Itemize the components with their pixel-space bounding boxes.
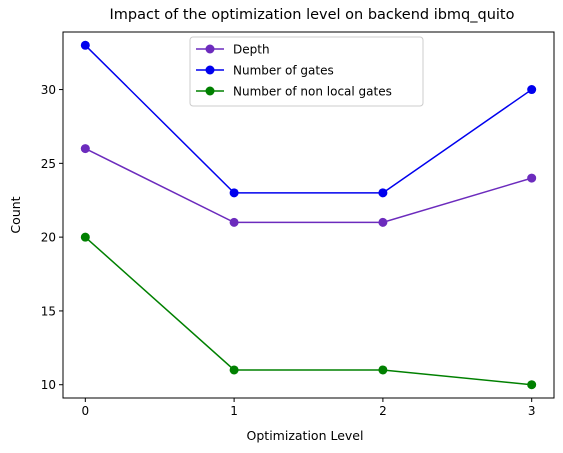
- data-point: [378, 217, 388, 227]
- chart-title: Impact of the optimization level on back…: [110, 7, 515, 23]
- data-point: [229, 188, 239, 198]
- data-point: [527, 380, 537, 390]
- y-tick-label: 30: [41, 83, 56, 97]
- x-axis: 0 1 2 3: [81, 398, 536, 418]
- x-tick-label: 0: [81, 404, 89, 418]
- x-tick-label: 1: [230, 404, 238, 418]
- legend-label: Depth: [233, 43, 270, 57]
- y-tick-label: 15: [41, 304, 56, 318]
- legend-label: Number of gates: [233, 64, 334, 78]
- legend-marker: [205, 44, 215, 54]
- legend-marker: [205, 86, 215, 96]
- y-axis: 10 15 20 25 30: [41, 83, 63, 392]
- data-point: [80, 144, 90, 154]
- y-tick-label: 10: [41, 378, 56, 392]
- data-point: [378, 365, 388, 375]
- y-tick-label: 25: [41, 157, 56, 171]
- plot-content: [80, 40, 537, 390]
- series-line: [84, 44, 533, 194]
- x-tick-label: 3: [528, 404, 536, 418]
- data-point: [80, 232, 90, 242]
- x-tick-label: 2: [379, 404, 387, 418]
- data-point: [229, 365, 239, 375]
- data-point: [80, 40, 90, 50]
- y-tick-label: 20: [41, 231, 56, 245]
- legend-box: [189, 36, 424, 107]
- data-point: [527, 173, 537, 183]
- y-axis-label: Count: [8, 196, 23, 233]
- data-point: [527, 85, 537, 95]
- data-point: [378, 188, 388, 198]
- legend-marker: [205, 65, 215, 75]
- legend-label: Number of non local gates: [233, 85, 392, 99]
- legend: Depth Number of gates Number of non local …: [189, 36, 424, 107]
- plot-frame: [62, 31, 555, 399]
- data-point: [229, 217, 239, 227]
- series-line: [84, 236, 532, 386]
- x-axis-label: Optimization Level: [247, 428, 364, 443]
- series-line: [84, 147, 532, 224]
